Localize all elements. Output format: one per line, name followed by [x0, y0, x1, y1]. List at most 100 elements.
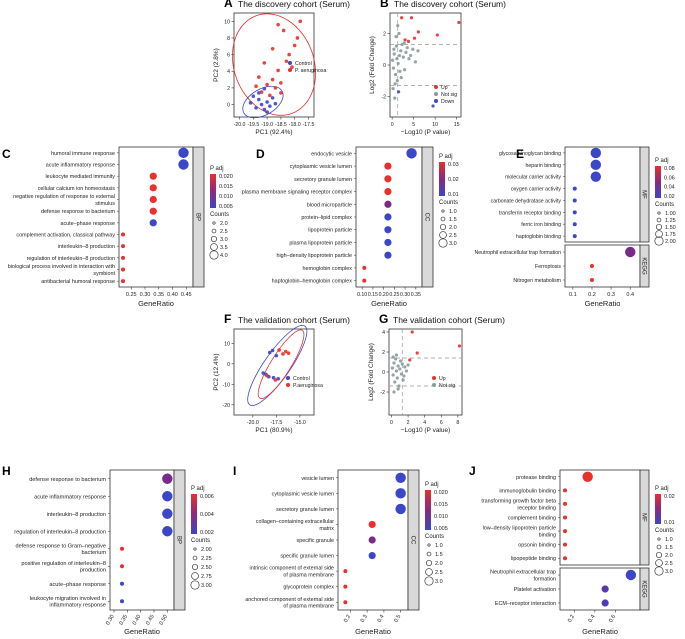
- padj-tick-label: 0.005: [434, 526, 448, 532]
- padj-title: P adj: [210, 166, 224, 172]
- data-point: [295, 36, 300, 40]
- term-label: protein–lipid complex: [301, 215, 352, 221]
- panel-letter: H: [2, 464, 11, 478]
- enrichment-dot: [384, 251, 392, 259]
- data-point: [287, 52, 291, 57]
- legend-marker: [432, 383, 436, 387]
- data-point: [265, 373, 269, 378]
- padj-tick-label: 0.01: [664, 520, 675, 526]
- term-label-line: of plasma membrane: [283, 604, 334, 610]
- counts-label: 2.0: [665, 553, 673, 559]
- data-point: [397, 53, 402, 58]
- data-point: [394, 369, 399, 373]
- data-point: [409, 16, 414, 20]
- data-point: [402, 374, 406, 378]
- padj-tick-label: 0.02: [448, 177, 459, 183]
- x-tick-label: 10: [432, 122, 438, 128]
- data-point: [259, 102, 264, 107]
- x-axis-label: GeneRatio: [371, 299, 407, 308]
- facet-strip: [639, 244, 650, 288]
- counts-legend-marker: [210, 235, 218, 243]
- counts-legend-marker: [427, 543, 431, 547]
- x-tick-label: 0.50: [159, 614, 170, 626]
- enrichment-dot: [563, 529, 568, 534]
- enrichment-dot: [572, 186, 577, 191]
- y-axis-label: PC2 (12.4%): [213, 353, 220, 390]
- legend-marker: [432, 376, 436, 380]
- confidence-ellipse: [257, 329, 305, 399]
- data-point: [403, 38, 407, 42]
- x-tick-label: -18.0: [289, 122, 301, 128]
- data-point: [397, 31, 401, 36]
- term-label: collagen–containing extracellular matrix: [256, 519, 335, 532]
- term-label: acute–phase response: [49, 582, 106, 588]
- term-label: Platelet activation: [514, 587, 556, 593]
- y-tick-label: 10: [224, 19, 230, 25]
- term-label: negative regulation of response to exter…: [13, 194, 115, 207]
- term-label: defense response to bacterium: [41, 209, 116, 215]
- counts-legend-marker: [439, 231, 447, 239]
- panel-letter: A: [224, 0, 233, 10]
- facet-strip-label: BP: [195, 213, 201, 221]
- counts-label: 1.5: [435, 552, 443, 558]
- data-point: [298, 19, 303, 24]
- term-label: regulation of interleukin–8 production: [27, 256, 115, 262]
- data-point: [435, 33, 439, 37]
- x-tick-label: 0.10: [357, 292, 367, 298]
- data-point: [392, 361, 396, 365]
- padj-tick-label: 0.03: [448, 162, 459, 168]
- legend-label: Up: [441, 85, 448, 91]
- term-label: Ferroptosis: [535, 264, 561, 270]
- counts-label: 2.00: [201, 547, 212, 553]
- enrichment-dot: [384, 187, 392, 196]
- panel-B: B The discovery cohort (Serum) 0 5 10 15 -2 0 2 −…: [369, 0, 506, 136]
- panel-D: D CC endocytic vesicle cytoplasmic vesicle …: [242, 146, 459, 308]
- x-tick-label: -18.5: [275, 122, 287, 128]
- x-tick-label: 0.3: [607, 292, 615, 298]
- data-point: [405, 46, 409, 50]
- enrichment-dot: [601, 599, 609, 607]
- facet-frame: [559, 469, 641, 566]
- term-label: immunoglobulin binding: [499, 488, 556, 494]
- enrichment-dot: [384, 238, 392, 247]
- term-label-line: inflammatory response: [49, 603, 106, 609]
- data-point: [411, 47, 415, 51]
- panel-J: J MF protease binding immunoglobulin bindin…: [469, 464, 675, 636]
- enrichment-dot: [625, 246, 636, 258]
- data-point: [257, 91, 261, 95]
- enrichment-dot: [120, 599, 124, 604]
- term-label: endocytic vesicle: [311, 151, 352, 157]
- term-label: blood microparticle: [307, 202, 352, 208]
- data-point: [395, 376, 399, 380]
- term-label: intrinsic component of external side of p…: [250, 566, 335, 579]
- counts-legend-marker: [440, 216, 446, 222]
- legend-label: Not sig: [439, 383, 455, 389]
- enrichment-dot: [368, 520, 376, 529]
- padj-title: P adj: [191, 486, 205, 492]
- counts-legend-marker: [654, 566, 664, 576]
- x-tick-label: 15: [454, 122, 460, 128]
- x-tick-label: 0.3: [360, 614, 369, 624]
- counts-label: 2.5: [449, 233, 457, 239]
- term-label-line: symbiont: [93, 271, 115, 277]
- data-point: [391, 373, 395, 377]
- data-point: [254, 84, 258, 89]
- enrichment-dot: [572, 198, 577, 203]
- term-label-line: matrix: [319, 526, 334, 532]
- x-tick-label: 0.45: [181, 292, 192, 298]
- data-point: [399, 359, 403, 363]
- enrichment-dot: [563, 501, 568, 506]
- counts-legend-marker: [209, 250, 219, 260]
- term-label-line: bacterium: [81, 550, 106, 556]
- term-label: Neutrophil extracellular trap formation: [490, 570, 556, 583]
- data-point: [399, 372, 404, 376]
- facet-strip: [639, 469, 650, 566]
- data-point: [259, 90, 264, 94]
- enrichment-dot: [563, 515, 568, 520]
- enrichment-dot: [121, 267, 125, 272]
- padj-title: P adj: [439, 154, 453, 160]
- facet-strip-label: BP: [176, 536, 182, 544]
- term-label-line: Neutrophil extracellular trap: [490, 570, 556, 576]
- x-tick-label: 0.30: [400, 292, 410, 298]
- legend-marker: [288, 61, 292, 65]
